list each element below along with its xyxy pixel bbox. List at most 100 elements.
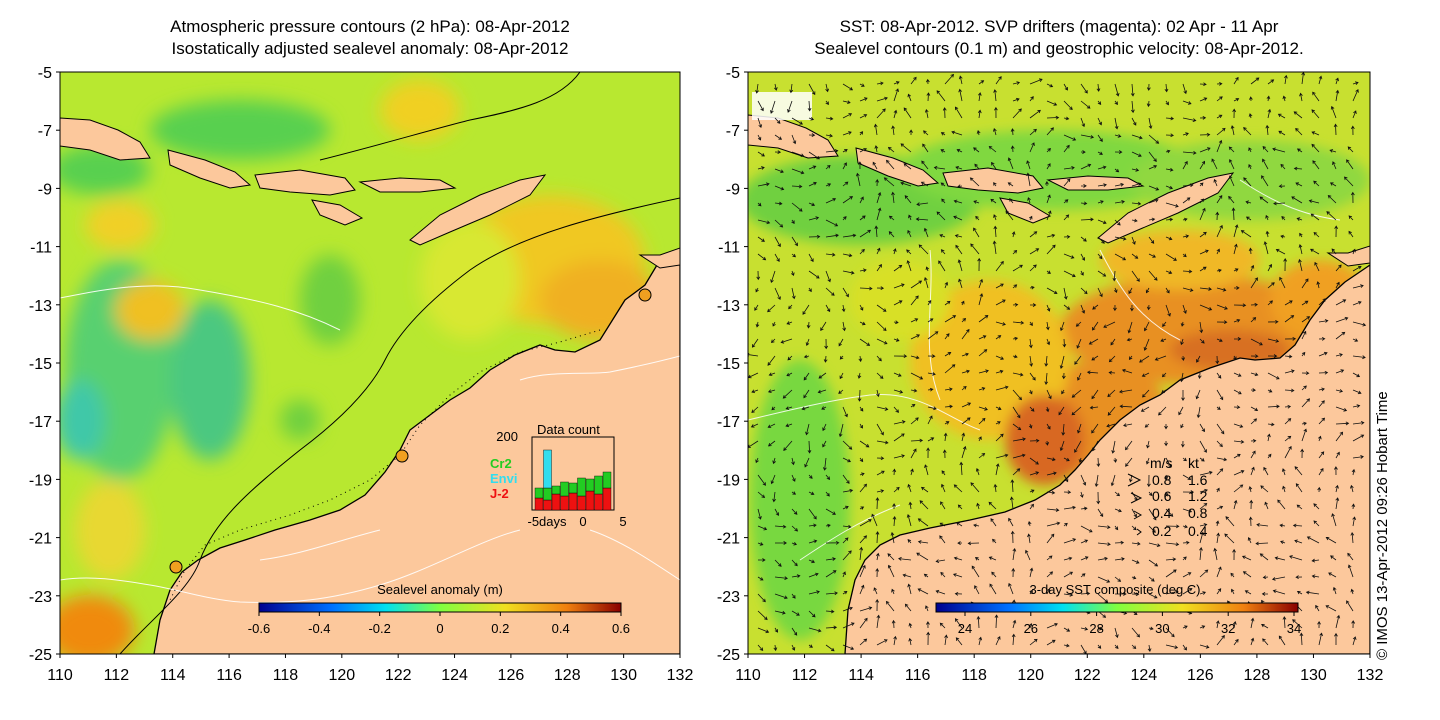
- velocity-arrow: [774, 576, 788, 580]
- velocity-arrow: [1178, 406, 1184, 416]
- velocity-arrow: [1146, 304, 1151, 311]
- velocity-arrow: [838, 423, 844, 438]
- velocity-arrow: [1216, 423, 1225, 435]
- velocity-arrow: [1300, 448, 1305, 459]
- velocity-arrow: [1315, 604, 1320, 612]
- velocity-arrow: [1267, 389, 1273, 393]
- velocity-arrow: [923, 276, 929, 289]
- velocity-arrow: [1077, 423, 1082, 434]
- sumbawa-flores-island: [942, 167, 1044, 194]
- velocity-arrow: [770, 474, 776, 485]
- sea-level-anomaly-map: [60, 72, 680, 654]
- velocity-arrow: [955, 637, 963, 646]
- velocity-arrow: [791, 168, 805, 175]
- velocity-kt-04: 0.4: [1188, 523, 1208, 539]
- velocity-arrow: [1280, 234, 1286, 239]
- sst-colorbar-title: 3-day SST composite (deg C): [1030, 582, 1201, 597]
- velocity-arrow: [1012, 437, 1026, 442]
- velocity-arrow: [876, 552, 880, 561]
- sst-map: [748, 72, 1370, 654]
- velocity-arrow: [774, 253, 780, 262]
- velocity-arrow: [936, 90, 946, 102]
- velocity-arrow: [1301, 316, 1311, 323]
- velocity-arrow: [875, 179, 880, 187]
- velocity-arrow: [1284, 369, 1295, 374]
- velocity-arrow: [1267, 404, 1280, 409]
- velocity-arrow: [920, 181, 929, 187]
- velocity-arrow: [808, 165, 817, 170]
- velocity-arrow: [875, 599, 880, 612]
- velocity-arrow: [1012, 423, 1022, 431]
- velocity-arrow: [1012, 547, 1017, 561]
- velocity-arrow: [1148, 525, 1156, 533]
- x-tick-label: 116: [905, 667, 931, 684]
- data-count-title: Data count: [537, 422, 600, 437]
- velocity-arrow: [1296, 504, 1303, 510]
- velocity-arrow: [825, 591, 838, 596]
- velocity-arrow: [893, 81, 900, 85]
- velocity-arrow: [887, 146, 895, 153]
- velocity-arrow: [774, 150, 782, 154]
- velocity-arrow: [1250, 354, 1259, 359]
- velocity-arrow: [1010, 128, 1015, 136]
- velocity-arrow: [757, 166, 765, 170]
- velocity-arrow: [1318, 387, 1325, 392]
- velocity-arrow: [825, 100, 829, 106]
- velocity-arrow: [791, 253, 796, 258]
- velocity-arrow: [921, 160, 929, 170]
- velocity-arrow: [1088, 338, 1099, 345]
- y-tick-label: -7: [726, 123, 740, 140]
- velocity-arrow: [1046, 588, 1051, 595]
- velocity-arrow: [1233, 76, 1239, 85]
- velocity-arrow: [1318, 417, 1326, 425]
- velocity-arrow: [1143, 338, 1150, 351]
- velocity-arrow: [1011, 633, 1016, 646]
- velocity-arrow: [1231, 207, 1236, 221]
- velocity-arrow: [774, 627, 779, 633]
- velocity-arrow: [1267, 79, 1275, 85]
- map-axes: -5 -7 -9 -11 -13 -15 -17 -19 -21 -23 -25 110 112 114 1…: [29, 65, 1384, 684]
- velocity-arrow: [1063, 100, 1073, 111]
- velocity-arrow: [1216, 304, 1228, 310]
- velocity-arrow: [1325, 537, 1337, 544]
- velocity-arrow: [957, 184, 963, 189]
- velocity-arrow: [1007, 157, 1014, 170]
- velocity-arrow: [842, 524, 852, 529]
- velocity-arrow: [907, 583, 912, 595]
- velocity-arrow: [925, 78, 930, 85]
- velocity-arrow: [927, 387, 934, 392]
- velocity-arrow: [1148, 270, 1158, 281]
- colorbar-tick-label: 28: [1089, 621, 1103, 636]
- melville-island: [638, 247, 680, 269]
- velocity-arrow: [876, 639, 888, 646]
- velocity-arrow: [1318, 351, 1328, 357]
- velocity-arrow: [1284, 435, 1292, 442]
- velocity-arrow: [1181, 440, 1185, 448]
- velocity-arrow: [859, 564, 866, 578]
- y-tick-label: -19: [717, 472, 740, 489]
- velocity-arrow: [1113, 457, 1118, 463]
- velocity-arrow: [1216, 634, 1225, 646]
- velocity-arrow: [926, 621, 930, 629]
- velocity-arrow: [859, 506, 865, 510]
- velocity-arrow: [973, 227, 980, 238]
- velocity-arrow: [1250, 277, 1258, 289]
- velocity-arrow: [893, 433, 905, 442]
- velocity-arrow: [783, 440, 793, 452]
- velocity-arrow-04-icon: [1133, 510, 1143, 520]
- y-tick-label: -15: [717, 356, 740, 373]
- x-tick-label: 122: [385, 667, 412, 684]
- velocity-arrow: [1121, 368, 1133, 374]
- velocity-arrow: [825, 557, 836, 561]
- velocity-arrow: [774, 593, 788, 600]
- velocity-arrow: [917, 540, 929, 544]
- velocity-arrow: [977, 257, 982, 272]
- velocity-arrow: [818, 372, 827, 379]
- velocity-arrow: [1114, 540, 1125, 545]
- velocity-arrow: [1165, 304, 1171, 317]
- velocity-arrow: [803, 389, 810, 399]
- velocity-arrow: [891, 619, 896, 629]
- velocity-arrow: [890, 531, 895, 544]
- velocity-arrow: [1009, 198, 1014, 204]
- velocity-arrow: [757, 542, 764, 546]
